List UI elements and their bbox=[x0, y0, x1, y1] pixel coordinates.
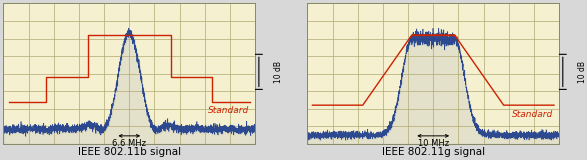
Text: 10 dB: 10 dB bbox=[578, 61, 587, 83]
Text: 6.6 MHz: 6.6 MHz bbox=[112, 139, 146, 148]
Text: Standard: Standard bbox=[511, 110, 553, 119]
X-axis label: IEEE 802.11g signal: IEEE 802.11g signal bbox=[382, 147, 485, 156]
Text: 10 MHz: 10 MHz bbox=[417, 139, 449, 148]
X-axis label: IEEE 802.11b signal: IEEE 802.11b signal bbox=[77, 147, 181, 156]
Text: Standard: Standard bbox=[208, 106, 249, 115]
Text: 10 dB: 10 dB bbox=[274, 61, 283, 83]
